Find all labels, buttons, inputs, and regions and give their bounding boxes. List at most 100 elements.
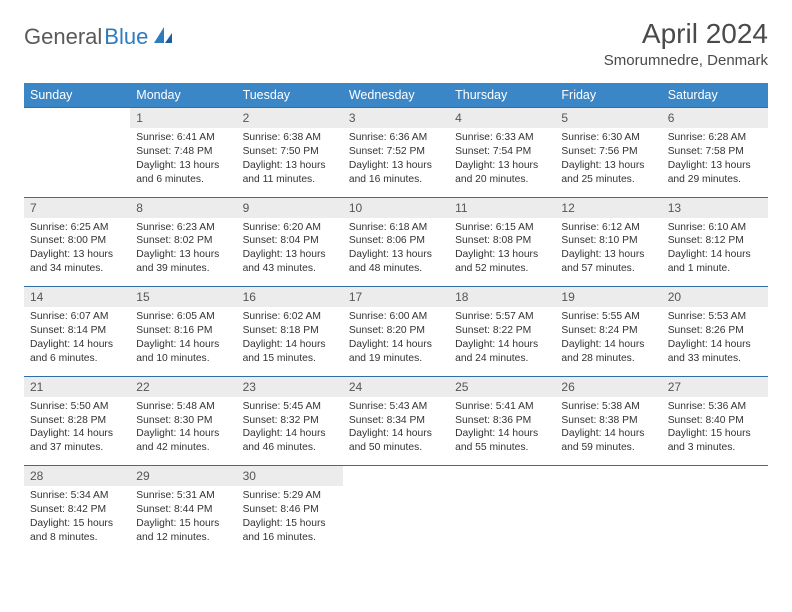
day-number: 13: [662, 197, 768, 218]
sunset-line: Sunset: 8:16 PM: [136, 324, 230, 338]
detail-row: Sunrise: 6:41 AMSunset: 7:48 PMDaylight:…: [24, 128, 768, 197]
day-cell: [555, 486, 661, 555]
day-cell: Sunrise: 6:30 AMSunset: 7:56 PMDaylight:…: [555, 128, 661, 197]
daylight-line: Daylight: 14 hours and 28 minutes.: [561, 338, 655, 366]
daynum-row: 282930: [24, 466, 768, 487]
sunrise-line: Sunrise: 5:36 AM: [668, 400, 762, 414]
sunset-line: Sunset: 8:18 PM: [243, 324, 337, 338]
day-number: 4: [449, 108, 555, 129]
logo-text-blue: Blue: [104, 24, 148, 50]
day-number: 7: [24, 197, 130, 218]
day-cell: Sunrise: 5:43 AMSunset: 8:34 PMDaylight:…: [343, 397, 449, 466]
col-saturday: Saturday: [662, 83, 768, 108]
sunrise-line: Sunrise: 5:38 AM: [561, 400, 655, 414]
sunrise-line: Sunrise: 5:45 AM: [243, 400, 337, 414]
daylight-line: Daylight: 13 hours and 39 minutes.: [136, 248, 230, 276]
col-monday: Monday: [130, 83, 236, 108]
daylight-line: Daylight: 14 hours and 59 minutes.: [561, 427, 655, 455]
day-number: 12: [555, 197, 661, 218]
day-number: 9: [237, 197, 343, 218]
sunrise-line: Sunrise: 6:20 AM: [243, 221, 337, 235]
day-cell: Sunrise: 6:28 AMSunset: 7:58 PMDaylight:…: [662, 128, 768, 197]
day-number: 10: [343, 197, 449, 218]
day-cell: Sunrise: 5:48 AMSunset: 8:30 PMDaylight:…: [130, 397, 236, 466]
day-cell: Sunrise: 6:20 AMSunset: 8:04 PMDaylight:…: [237, 218, 343, 287]
daylight-line: Daylight: 13 hours and 57 minutes.: [561, 248, 655, 276]
title-block: April 2024 Smorumnedre, Denmark: [604, 18, 768, 69]
daylight-line: Daylight: 13 hours and 52 minutes.: [455, 248, 549, 276]
sunset-line: Sunset: 8:34 PM: [349, 414, 443, 428]
col-thursday: Thursday: [449, 83, 555, 108]
day-cell: Sunrise: 5:31 AMSunset: 8:44 PMDaylight:…: [130, 486, 236, 555]
sunrise-line: Sunrise: 6:25 AM: [30, 221, 124, 235]
page-title: April 2024: [604, 18, 768, 50]
col-sunday: Sunday: [24, 83, 130, 108]
sunrise-line: Sunrise: 6:10 AM: [668, 221, 762, 235]
day-cell: Sunrise: 5:34 AMSunset: 8:42 PMDaylight:…: [24, 486, 130, 555]
detail-row: Sunrise: 6:25 AMSunset: 8:00 PM Daylight:…: [24, 218, 768, 287]
sunset-line: Sunset: 8:10 PM: [561, 234, 655, 248]
sunset-line: Sunset: 8:24 PM: [561, 324, 655, 338]
calendar-table: Sunday Monday Tuesday Wednesday Thursday…: [24, 83, 768, 555]
sunset-line: Sunset: 8:38 PM: [561, 414, 655, 428]
daylight-line: Daylight: 14 hours and 42 minutes.: [136, 427, 230, 455]
sunset-line: Sunset: 8:30 PM: [136, 414, 230, 428]
sunset-line: Sunset: 7:58 PM: [668, 145, 762, 159]
daynum-row: 78910111213: [24, 197, 768, 218]
day-cell: Sunrise: 5:57 AMSunset: 8:22 PMDaylight:…: [449, 307, 555, 376]
logo-text-gray: General: [24, 24, 102, 50]
day-cell: Sunrise: 6:07 AMSunset: 8:14 PMDaylight:…: [24, 307, 130, 376]
sunset-line: Sunset: 8:14 PM: [30, 324, 124, 338]
sunset-line: Sunset: 8:02 PM: [136, 234, 230, 248]
col-wednesday: Wednesday: [343, 83, 449, 108]
daylight-line: Daylight: 13 hours and 25 minutes.: [561, 159, 655, 187]
detail-row: Sunrise: 5:34 AMSunset: 8:42 PMDaylight:…: [24, 486, 768, 555]
sunset-line: Sunset: 8:00 PM: [30, 234, 124, 248]
sunset-line: Sunset: 8:08 PM: [455, 234, 549, 248]
sunrise-line: Sunrise: 6:12 AM: [561, 221, 655, 235]
sunset-line: Sunset: 8:36 PM: [455, 414, 549, 428]
day-cell: [449, 486, 555, 555]
day-cell: Sunrise: 5:41 AMSunset: 8:36 PMDaylight:…: [449, 397, 555, 466]
day-number: 11: [449, 197, 555, 218]
day-cell: Sunrise: 5:53 AMSunset: 8:26 PMDaylight:…: [662, 307, 768, 376]
day-number: 29: [130, 466, 236, 487]
sunset-line: Sunset: 8:28 PM: [30, 414, 124, 428]
daylight-line: Daylight: 14 hours and 10 minutes.: [136, 338, 230, 366]
day-cell: Sunrise: 6:12 AMSunset: 8:10 PMDaylight:…: [555, 218, 661, 287]
day-number: [449, 466, 555, 487]
sunrise-line: Sunrise: 6:36 AM: [349, 131, 443, 145]
sunset-line: Sunset: 8:26 PM: [668, 324, 762, 338]
daylight-line: Daylight: 13 hours and 48 minutes.: [349, 248, 443, 276]
sunset-line: Sunset: 8:20 PM: [349, 324, 443, 338]
day-number: 2: [237, 108, 343, 129]
sunrise-line: Sunrise: 5:34 AM: [30, 489, 124, 503]
sunrise-line: Sunrise: 5:48 AM: [136, 400, 230, 414]
sunset-line: Sunset: 8:40 PM: [668, 414, 762, 428]
sunrise-line: Sunrise: 5:57 AM: [455, 310, 549, 324]
day-number: 20: [662, 287, 768, 308]
sunset-line: Sunset: 7:56 PM: [561, 145, 655, 159]
day-number: 14: [24, 287, 130, 308]
day-cell: Sunrise: 5:50 AMSunset: 8:28 PMDaylight:…: [24, 397, 130, 466]
day-number: 26: [555, 376, 661, 397]
day-cell: Sunrise: 6:36 AMSunset: 7:52 PMDaylight:…: [343, 128, 449, 197]
day-cell: Sunrise: 6:00 AMSunset: 8:20 PMDaylight:…: [343, 307, 449, 376]
day-number: 21: [24, 376, 130, 397]
daylight-line: Daylight: 15 hours and 16 minutes.: [243, 517, 337, 545]
sunrise-line: Sunrise: 6:23 AM: [136, 221, 230, 235]
sunset-line: Sunset: 8:44 PM: [136, 503, 230, 517]
sunrise-line: Sunrise: 5:53 AM: [668, 310, 762, 324]
sunset-line: Sunset: 8:32 PM: [243, 414, 337, 428]
sunrise-line: Sunrise: 6:41 AM: [136, 131, 230, 145]
daylight-line: Daylight: 13 hours and 20 minutes.: [455, 159, 549, 187]
day-cell: Sunrise: 6:25 AMSunset: 8:00 PMDaylight:…: [24, 218, 130, 287]
daylight-line: Daylight: 14 hours and 33 minutes.: [668, 338, 762, 366]
day-number: 24: [343, 376, 449, 397]
sunrise-line: Sunrise: 5:41 AM: [455, 400, 549, 414]
day-number: 19: [555, 287, 661, 308]
day-cell: Sunrise: 6:10 AMSunset: 8:12 PMDaylight:…: [662, 218, 768, 287]
daynum-row: 21222324252627: [24, 376, 768, 397]
day-number: 28: [24, 466, 130, 487]
sunrise-line: Sunrise: 6:33 AM: [455, 131, 549, 145]
